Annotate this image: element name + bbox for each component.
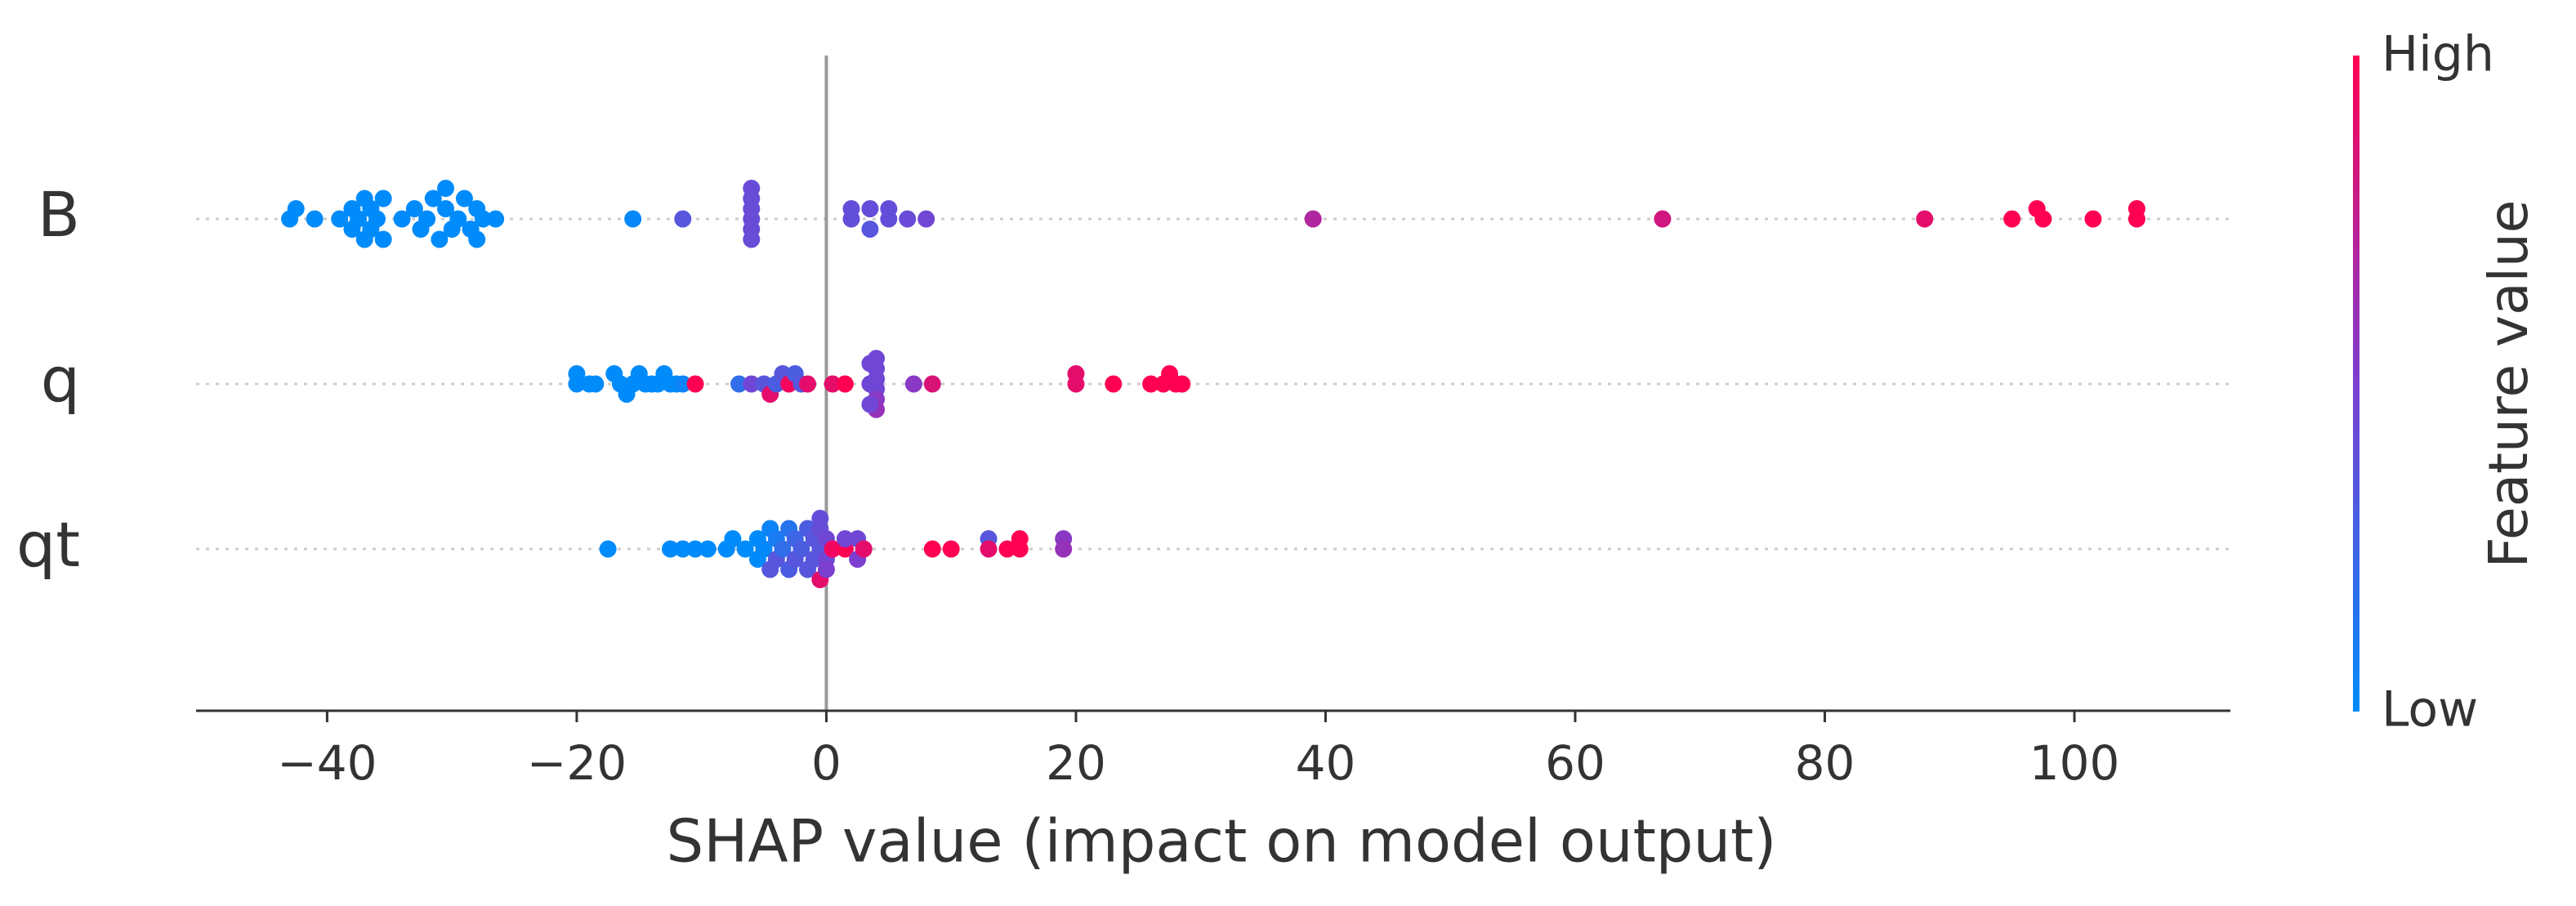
point-B-13 [374,230,392,248]
point-q-38 [904,375,922,393]
point-qt-1 [661,540,679,558]
data-points [281,180,2145,588]
colorbar [2353,56,2359,712]
point-B-2 [306,210,324,228]
colorbar-low-label: Low [2382,681,2478,739]
point-B-37 [743,230,761,248]
point-qt-7 [736,540,754,558]
feature-label-qt: qt [16,508,80,581]
point-qt-34 [836,530,854,547]
point-B-49 [2003,210,2021,228]
point-B-27 [468,230,486,248]
point-B-1 [287,200,305,217]
point-q-41 [1067,375,1085,393]
x-tick-label-0: −40 [277,735,377,791]
x-axis-ticks: −40 −20 0 20 40 60 80 100 [277,711,2119,791]
point-B-17 [418,210,436,228]
colorbar-high-label: High [2382,26,2494,83]
point-qt-39 [942,540,960,558]
point-qt-38 [923,540,941,558]
point-q-3 [587,375,605,393]
point-B-54 [2127,210,2145,228]
colorbar-title: Feature value [2477,200,2540,569]
point-B-51 [2034,210,2052,228]
point-B-6 [350,210,368,228]
point-B-44 [899,210,917,228]
feature-labels: Bq qt [16,178,80,581]
point-qt-32 [824,540,842,558]
point-qt-0 [599,540,617,558]
point-B-43 [880,210,898,228]
point-q-17 [730,375,748,393]
point-qt-3 [686,540,704,558]
point-B-15 [405,200,423,217]
point-qt-41 [980,540,998,558]
point-B-21 [437,180,455,197]
x-tick-label-4: 40 [1296,735,1356,791]
point-q-47 [1173,375,1191,393]
x-tick-label-6: 80 [1795,735,1855,791]
point-qt-37 [855,540,873,558]
point-B-39 [842,210,860,228]
point-q-26 [799,375,817,393]
point-qt-20 [792,540,810,558]
point-B-11 [368,210,386,228]
point-qt-31 [817,560,835,578]
point-B-48 [1916,210,1934,228]
point-B-18 [424,190,442,208]
point-q-1 [568,375,586,393]
point-q-43 [1142,375,1160,393]
x-axis-label: SHAP value (impact on model output) [667,807,1777,876]
point-qt-2 [674,540,692,558]
point-B-31 [674,210,692,228]
point-B-28 [474,210,492,228]
point-q-36 [861,375,879,393]
point-B-29 [487,210,505,228]
point-qt-42 [998,540,1016,558]
point-B-46 [1304,210,1322,228]
point-q-15 [674,375,692,393]
point-q-42 [1105,375,1123,393]
point-qt-15 [774,540,792,558]
point-B-30 [624,210,642,228]
point-B-41 [861,221,879,238]
point-B-20 [437,200,455,217]
point-B-14 [393,210,411,228]
point-B-12 [374,190,392,208]
point-q-18 [743,375,761,393]
point-qt-6 [724,530,742,547]
x-tick-label-7: 100 [2029,735,2120,791]
point-qt-44 [1011,540,1029,558]
point-B-19 [431,230,449,248]
point-B-24 [455,190,473,208]
point-B-23 [449,210,467,228]
point-q-37 [861,395,879,413]
point-B-47 [1654,210,1672,228]
point-q-16 [686,375,704,393]
point-q-27 [824,375,842,393]
point-B-45 [917,210,935,228]
point-B-52 [2084,210,2102,228]
point-qt-4 [699,540,717,558]
point-qt-10 [755,540,773,558]
x-tick-label-2: 0 [811,735,842,791]
point-B-40 [861,200,879,217]
x-tick-label-1: −20 [527,735,627,791]
x-tick-label-5: 60 [1545,735,1605,791]
point-B-3 [331,210,349,228]
feature-label-q: q [41,343,80,416]
feature-label-B: B [38,178,80,251]
row-guides [196,217,2230,551]
x-tick-label-3: 20 [1046,735,1106,791]
point-q-28 [836,375,854,393]
point-q-35 [861,355,879,373]
point-q-39 [923,375,941,393]
point-qt-46 [1055,540,1073,558]
